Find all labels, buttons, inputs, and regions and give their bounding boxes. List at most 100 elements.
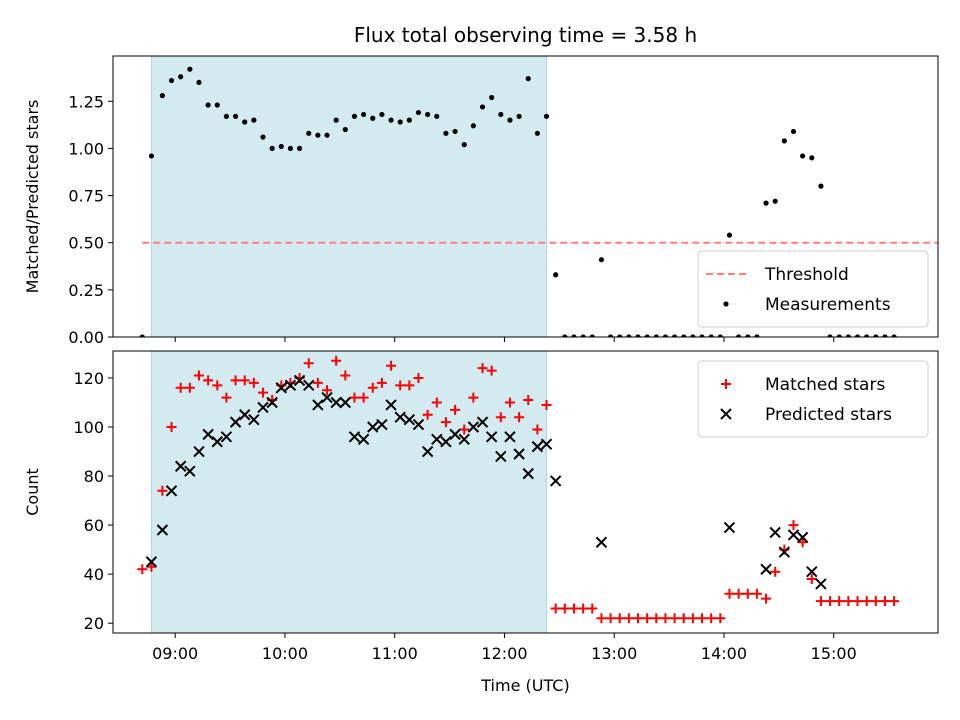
top-point-dot-78 [854,334,861,337]
bottom-point-plus-60 [687,613,698,624]
bottom-point-x-12 [257,401,269,414]
bottom-point-plus-35 [459,424,470,435]
bottom-point-plus-39 [495,412,506,423]
top-point-dot-72 [800,153,806,159]
bottom-point-plus-25 [367,382,378,393]
top-point-dot-62 [708,334,714,337]
top-shaded-span [150,55,548,338]
top-point-dot-47 [571,334,577,337]
bottom-point-plus-32 [431,397,442,408]
bottom-xlabel: Time (UTC) [480,676,569,695]
bottom-point-x-31 [431,433,443,445]
bottom-point-plus-4 [175,382,186,393]
bottom-point-x-10 [238,409,251,421]
bottom-point-plus-9 [221,392,232,403]
bottom-point-plus-71 [788,520,799,531]
bottom-point-x-48 [769,526,781,539]
top-point-dot-13 [260,134,266,140]
top-point-dot-34 [452,128,458,135]
top-point-dot-59 [681,334,687,337]
bottom-xtick-label-2: 11:00 [372,644,418,663]
bottom-point-plus-6 [193,370,204,381]
bottom-point-plus-11 [239,375,250,386]
top-point-dot-49 [589,334,595,337]
top-point-dot-67 [754,334,760,337]
chart-title: Flux total observing time = 3.58 h [354,23,697,47]
bottom-point-x-4 [184,465,196,477]
top-point-dot-5 [187,66,193,72]
bottom-ytick-label-0: 20 [84,614,104,633]
bottom-point-x-45 [595,536,608,548]
bottom-point-x-18 [312,399,324,411]
top-point-dot-35 [461,142,467,148]
bottom-point-plus-67 [751,588,762,599]
bottom-point-x-30 [421,445,434,458]
bottom-legend: Matched stars Predicted stars [697,360,929,438]
bottom-point-x-53 [815,578,827,590]
bottom-point-plus-3 [166,422,177,433]
bottom-point-x-7 [211,436,223,448]
bottom-point-plus-62 [706,613,717,624]
bottom-point-plus-72 [797,537,808,548]
bottom-point-plus-5 [184,382,195,393]
top-point-dot-19 [315,132,321,138]
bottom-point-plus-64 [724,588,735,599]
top-point-dot-29 [406,117,412,123]
bottom-point-plus-22 [340,370,351,381]
bottom-point-plus-65 [733,588,744,599]
bottom-point-plus-27 [386,360,397,371]
top-point-dot-74 [818,183,824,189]
bottom-ylabel: Count [23,468,42,516]
top-point-dot-73 [809,155,815,161]
bottom-point-plus-78 [852,596,863,607]
bottom-point-x-47 [760,563,772,575]
bottom-point-plus-40 [504,397,515,408]
bottom-point-x-19 [321,391,333,404]
top-ytick-label-4: 1.00 [68,139,104,158]
bottom-ytick-label-3: 80 [84,467,104,486]
top-ylabel: Matched/Predicted stars [23,100,42,294]
top-point-dot-0 [139,334,145,337]
bottom-point-plus-47 [568,603,579,614]
bottom-point-plus-45 [550,603,561,614]
top-point-dot-53 [626,334,632,337]
top-point-dot-79 [864,334,870,337]
top-point-dot-57 [662,334,669,337]
bottom-xtick-label-5: 14:00 [701,644,747,663]
top-point-dot-66 [745,334,751,337]
bottom-point-plus-79 [861,596,872,607]
bottom-point-x-41 [522,467,534,480]
bottom-point-plus-63 [715,613,726,624]
bottom-point-plus-0 [137,564,148,575]
bottom-point-x-1 [156,524,169,536]
top-point-dot-37 [479,104,486,110]
bottom-xtick-label-1: 10:00 [262,644,308,663]
bottom-point-x-20 [330,396,342,409]
top-point-dot-46 [562,334,568,337]
top-axes-frame [112,55,939,338]
top-point-dot-50 [598,257,605,263]
top-point-dot-18 [306,130,312,136]
top-point-dot-61 [699,334,705,337]
bottom-point-x-36 [476,416,489,428]
top-point-dot-21 [333,117,339,123]
bottom-point-x-14 [275,382,288,394]
top-point-dot-16 [287,145,294,152]
bottom-xtick-label-6: 15:00 [811,644,857,663]
top-point-dot-2 [159,93,165,99]
bottom-point-plus-38 [486,365,497,376]
bottom-panel: 20 40 60 80 100 120 09:00 10:00 11:00 12:00 13:00 1… [23,350,939,695]
top-legend: Threshold Measurements [697,250,929,328]
bottom-point-plus-42 [523,395,534,406]
bottom-point-plus-44 [541,399,552,410]
bottom-point-x-26 [385,399,397,411]
top-point-dot-3 [168,77,175,84]
bottom-point-plus-43 [532,424,543,435]
bottom-point-plus-50 [596,613,607,624]
bottom-point-x-39 [504,431,516,443]
bottom-point-plus-77 [843,596,854,607]
bottom-point-plus-51 [605,613,616,624]
bottom-point-plus-82 [889,596,900,607]
top-point-dot-4 [178,74,184,80]
bottom-point-x-3 [174,460,187,472]
